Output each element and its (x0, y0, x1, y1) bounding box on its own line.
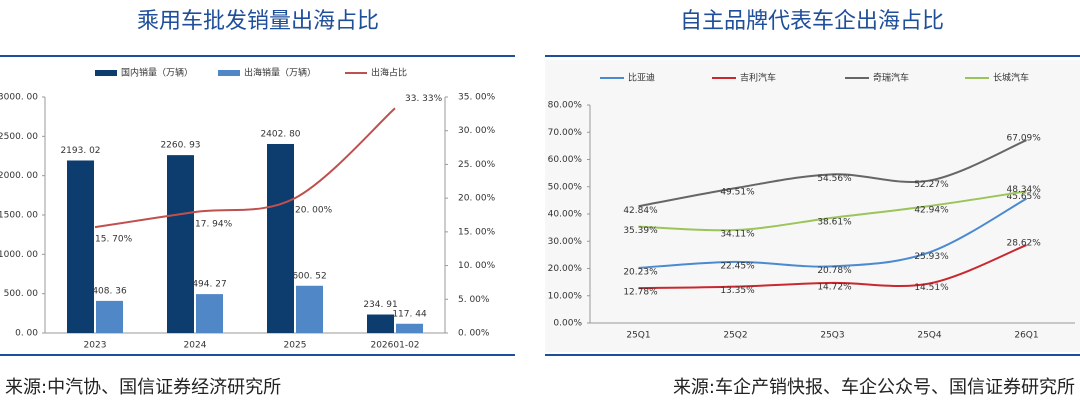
value-label: 22.45% (720, 261, 755, 271)
x-tick-label: 26Q1 (1014, 331, 1038, 341)
bar (96, 300, 123, 333)
y-tick-label: 0.00% (553, 319, 582, 329)
line (638, 197, 1027, 269)
legend-label: 奇瑞汽车 (873, 72, 909, 84)
y-tick-label: 2000. 00 (0, 171, 38, 181)
x-tick-label: 2025 (284, 341, 307, 351)
value-label: 408. 36 (92, 286, 127, 296)
value-label: 117. 44 (392, 309, 427, 319)
bar (296, 285, 323, 333)
value-label: 28.62% (1007, 239, 1042, 249)
line (638, 139, 1027, 208)
line (638, 190, 1027, 232)
value-label: 2260. 93 (160, 141, 200, 151)
y-tick-label: 10.00% (548, 291, 583, 301)
value-label: 35.39% (623, 226, 658, 236)
value-label: 2193. 02 (60, 146, 100, 156)
value-label: 52.27% (914, 180, 949, 190)
y-tick-label: 80.00% (548, 101, 583, 111)
panel-bg (545, 60, 1080, 352)
y-tick-label: 20.00% (548, 264, 583, 274)
value-label: 38.61% (817, 217, 852, 227)
bar (367, 314, 394, 333)
value-label: 67.09% (1007, 134, 1042, 144)
value-label: 20.23% (623, 267, 658, 277)
line (638, 244, 1027, 290)
line (94, 107, 396, 229)
y2-tick-label: 10. 00% (458, 261, 496, 271)
value-label: 54.56% (817, 174, 852, 184)
value-label: 49.51% (720, 188, 755, 198)
y2-tick-label: 0. 00% (458, 329, 490, 339)
bar (67, 160, 94, 333)
value-label: 13.35% (720, 286, 755, 296)
legend-label: 吉利汽车 (740, 72, 776, 84)
value-label: 33. 33% (405, 94, 443, 104)
legend-label: 出海占比 (371, 67, 407, 79)
bar (196, 294, 223, 333)
value-label: 42.84% (623, 206, 658, 216)
legend-label: 出海销量（万辆） (244, 67, 316, 79)
y-tick-label: 50.00% (548, 182, 583, 192)
x-tick-label: 25Q4 (917, 331, 942, 341)
value-label: 494. 27 (192, 280, 226, 290)
bar (167, 155, 194, 333)
x-tick-label: 202601-02 (370, 341, 419, 351)
y2-tick-label: 20. 00% (458, 194, 496, 204)
chart-title: 乘用车批发销量出海占比 (137, 9, 379, 34)
value-label: 34.11% (720, 230, 755, 240)
y-tick-label: 3000. 00 (0, 93, 38, 103)
y-tick-label: 2500. 00 (0, 132, 38, 142)
legend-label: 国内销量（万辆） (121, 67, 193, 79)
x-tick-label: 25Q3 (820, 331, 844, 341)
x-tick-label: 2024 (184, 341, 207, 351)
y-tick-label: 70.00% (548, 128, 583, 138)
y2-tick-label: 30. 00% (458, 126, 496, 136)
y2-tick-label: 5. 00% (458, 295, 490, 305)
y-tick-label: 40.00% (548, 210, 583, 220)
value-label: 234. 91 (363, 300, 397, 310)
chart-title: 自主品牌代表车企出海占比 (680, 9, 944, 34)
legend-label: 比亚迪 (628, 72, 655, 84)
y-tick-label: 60.00% (548, 155, 583, 165)
value-label: 48.34% (1007, 185, 1042, 195)
value-label: 20. 00% (295, 206, 333, 216)
y-tick-label: 500. 00 (4, 289, 39, 299)
y-tick-label: 30.00% (548, 237, 583, 247)
value-label: 25.93% (914, 252, 949, 262)
y-tick-label: 1000. 00 (0, 250, 38, 260)
value-label: 45.65% (1007, 192, 1042, 202)
y-tick-label: 0. 00 (15, 329, 38, 339)
y2-tick-label: 35. 00% (458, 93, 496, 103)
value-label: 15. 70% (95, 235, 133, 245)
value-label: 14.72% (817, 282, 852, 292)
x-tick-label: 25Q2 (723, 331, 747, 341)
y2-tick-label: 15. 00% (458, 227, 496, 237)
value-label: 20.78% (817, 266, 852, 276)
value-label: 17. 94% (195, 220, 233, 230)
x-tick-label: 2023 (84, 341, 107, 351)
legend-swatch (95, 70, 117, 76)
value-label: 12.78% (623, 288, 658, 298)
x-tick-label: 25Q1 (626, 331, 650, 341)
value-label: 2402. 80 (260, 129, 300, 139)
bar (267, 143, 294, 333)
value-label: 14.51% (914, 283, 949, 293)
y2-tick-label: 25. 00% (458, 160, 496, 170)
value-label: 600. 52 (292, 271, 326, 281)
bar (396, 323, 423, 333)
y-tick-label: 1500. 00 (0, 211, 38, 221)
source: 来源:中汽协、国信证券经济研究所 (5, 377, 281, 398)
legend-label: 长城汽车 (993, 72, 1029, 84)
value-label: 42.94% (914, 205, 949, 215)
source: 来源:车企产销快报、车企公众号、国信证券研究所 (673, 377, 1075, 398)
legend-swatch (218, 70, 240, 76)
